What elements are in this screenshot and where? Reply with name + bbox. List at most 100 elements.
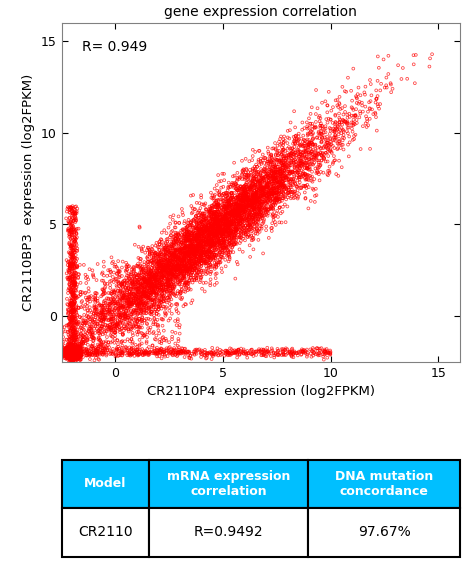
Point	[126, 350, 134, 359]
Point	[71, 254, 78, 263]
Point	[228, 229, 235, 239]
Point	[66, 348, 73, 357]
Point	[76, 349, 84, 358]
Point	[243, 212, 251, 222]
Point	[66, 332, 74, 341]
Point	[327, 133, 334, 143]
Point	[71, 343, 79, 352]
Point	[124, 350, 131, 360]
Point	[216, 228, 223, 237]
Point	[65, 346, 73, 356]
Point	[63, 351, 71, 360]
Point	[70, 350, 78, 359]
Point	[68, 346, 76, 355]
Point	[302, 153, 310, 162]
Point	[143, 306, 150, 315]
Point	[67, 351, 75, 360]
Point	[222, 248, 230, 257]
Point	[67, 348, 75, 357]
Point	[76, 344, 84, 353]
Point	[68, 330, 76, 339]
Point	[231, 210, 238, 219]
Point	[67, 352, 75, 361]
Point	[209, 237, 217, 247]
Point	[64, 343, 72, 352]
Point	[175, 245, 183, 254]
Point	[229, 224, 237, 233]
Point	[130, 306, 137, 315]
Point	[206, 250, 214, 260]
Point	[68, 351, 75, 360]
Point	[226, 197, 234, 206]
Point	[165, 262, 173, 271]
Point	[77, 338, 85, 347]
Point	[196, 250, 203, 260]
Point	[72, 305, 79, 314]
Point	[71, 350, 79, 360]
Point	[142, 348, 149, 357]
Point	[166, 250, 173, 260]
Point	[108, 328, 115, 337]
Point	[192, 273, 200, 282]
Point	[228, 193, 236, 202]
Point	[107, 289, 114, 298]
Point	[232, 226, 240, 235]
Point	[71, 348, 79, 357]
Point	[243, 170, 250, 179]
Point	[184, 222, 191, 231]
Point	[68, 350, 75, 359]
Point	[292, 157, 300, 166]
Point	[214, 243, 222, 252]
Point	[128, 339, 136, 348]
Point	[74, 347, 82, 356]
Point	[69, 349, 76, 358]
Point	[110, 288, 118, 297]
Point	[59, 343, 67, 352]
Point	[71, 347, 78, 356]
Point	[74, 348, 82, 357]
Point	[249, 164, 257, 173]
Point	[70, 348, 78, 357]
Point	[70, 304, 77, 313]
Point	[234, 175, 241, 184]
Point	[220, 214, 228, 223]
Point	[71, 352, 79, 361]
Point	[321, 140, 329, 149]
Point	[71, 349, 79, 358]
Point	[146, 290, 154, 299]
Point	[268, 165, 275, 174]
Point	[72, 355, 79, 364]
Point	[64, 345, 72, 354]
Point	[69, 259, 76, 268]
Point	[301, 173, 309, 182]
Point	[148, 244, 155, 253]
Point	[230, 348, 238, 357]
Point	[70, 350, 78, 360]
Point	[214, 222, 222, 231]
Point	[210, 222, 218, 231]
Point	[64, 348, 72, 357]
Point	[295, 168, 302, 177]
Point	[238, 195, 246, 204]
Point	[71, 347, 78, 356]
Point	[66, 347, 73, 356]
Point	[342, 87, 350, 97]
Point	[188, 231, 195, 240]
Point	[65, 225, 73, 235]
Point	[70, 353, 77, 362]
Point	[68, 344, 75, 353]
Point	[218, 216, 225, 225]
Point	[169, 257, 176, 266]
Point	[67, 348, 75, 357]
Point	[74, 347, 82, 356]
Point	[302, 147, 310, 156]
Point	[285, 188, 292, 197]
Point	[128, 272, 136, 281]
Point	[161, 280, 169, 289]
Point	[68, 346, 76, 356]
Point	[267, 190, 275, 199]
Point	[68, 346, 75, 356]
Point	[68, 296, 76, 305]
Point	[68, 227, 76, 236]
Point	[71, 348, 79, 357]
